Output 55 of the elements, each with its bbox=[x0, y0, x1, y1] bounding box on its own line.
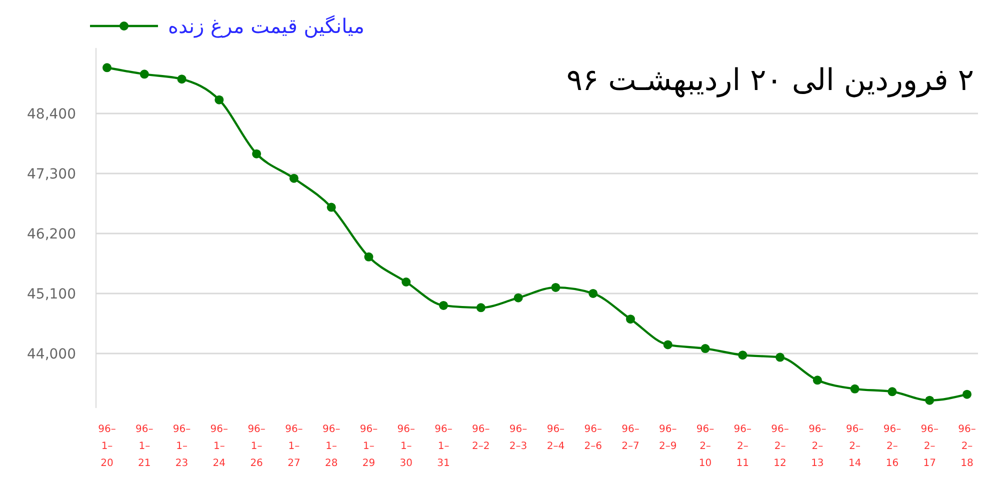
y-tick-label: 44,000 bbox=[27, 346, 76, 362]
x-tick-label: 96–2–16 bbox=[883, 424, 902, 469]
y-tick-label: 45,100 bbox=[27, 286, 76, 302]
x-tick-label: 96–2–6 bbox=[584, 424, 602, 452]
point bbox=[626, 314, 635, 324]
point bbox=[514, 293, 523, 302]
x-tick-label: 96–2–14 bbox=[846, 424, 864, 469]
y-tick-label: 48,400 bbox=[27, 106, 76, 122]
x-tick-label: 96–2–7 bbox=[622, 424, 640, 452]
point bbox=[476, 303, 486, 312]
text: ۲ فروردین الی ۲۰ اردیبهشـت ۹۶ bbox=[566, 63, 974, 98]
x-tick-label: 96–2–4 bbox=[546, 424, 565, 452]
point bbox=[402, 278, 411, 286]
point bbox=[700, 344, 710, 354]
x-tick-label: 96–2–17 bbox=[920, 424, 938, 469]
point bbox=[102, 63, 112, 72]
point bbox=[925, 396, 934, 405]
point bbox=[776, 352, 785, 362]
x-tick-label: 96–2–9 bbox=[659, 424, 677, 452]
x-tick-label: 96–1–29 bbox=[360, 424, 378, 469]
point bbox=[962, 390, 972, 399]
y-tick-label: 46,200 bbox=[27, 226, 76, 242]
point bbox=[177, 74, 186, 84]
x-tick-label: 96–1–31 bbox=[434, 424, 452, 469]
x-tick-label: 96–2–13 bbox=[808, 424, 826, 469]
point bbox=[364, 252, 374, 262]
y-tick-label: 47,300 bbox=[27, 166, 76, 182]
point bbox=[214, 95, 224, 104]
point bbox=[588, 288, 598, 298]
point bbox=[289, 174, 298, 183]
x-tick-label: 96–2–2 bbox=[472, 424, 490, 452]
x-tick-label: 96–1–27 bbox=[285, 424, 303, 469]
x-tick-label: 96–1–23 bbox=[172, 424, 191, 469]
x-tick-label: 96–2–18 bbox=[958, 424, 976, 469]
x-tick-label: 96–1–24 bbox=[210, 424, 228, 469]
x-tick-label: 96–1–20 bbox=[98, 424, 116, 469]
point bbox=[252, 149, 262, 158]
x-tick-label: 96–1–30 bbox=[397, 424, 415, 469]
x-tick-label: 96–1–28 bbox=[322, 424, 340, 469]
point bbox=[439, 300, 448, 310]
x-tick-label: 96–1–26 bbox=[248, 424, 266, 469]
point bbox=[888, 387, 897, 396]
point bbox=[663, 340, 672, 350]
legend-label: میانگین قیمت مرغ زنده bbox=[168, 14, 364, 38]
x-tick-label: 96–2–10 bbox=[696, 424, 714, 469]
point bbox=[326, 202, 336, 212]
point bbox=[812, 376, 822, 385]
x-tick-label: 96–2–12 bbox=[771, 424, 789, 469]
point bbox=[551, 282, 560, 292]
point bbox=[850, 384, 860, 394]
point bbox=[140, 70, 149, 79]
x-tick-label: 96–2–3 bbox=[509, 424, 528, 452]
point bbox=[738, 350, 748, 360]
x-tick-label: 96–2–11 bbox=[734, 424, 752, 469]
x-tick-label: 96–1–21 bbox=[136, 424, 154, 469]
